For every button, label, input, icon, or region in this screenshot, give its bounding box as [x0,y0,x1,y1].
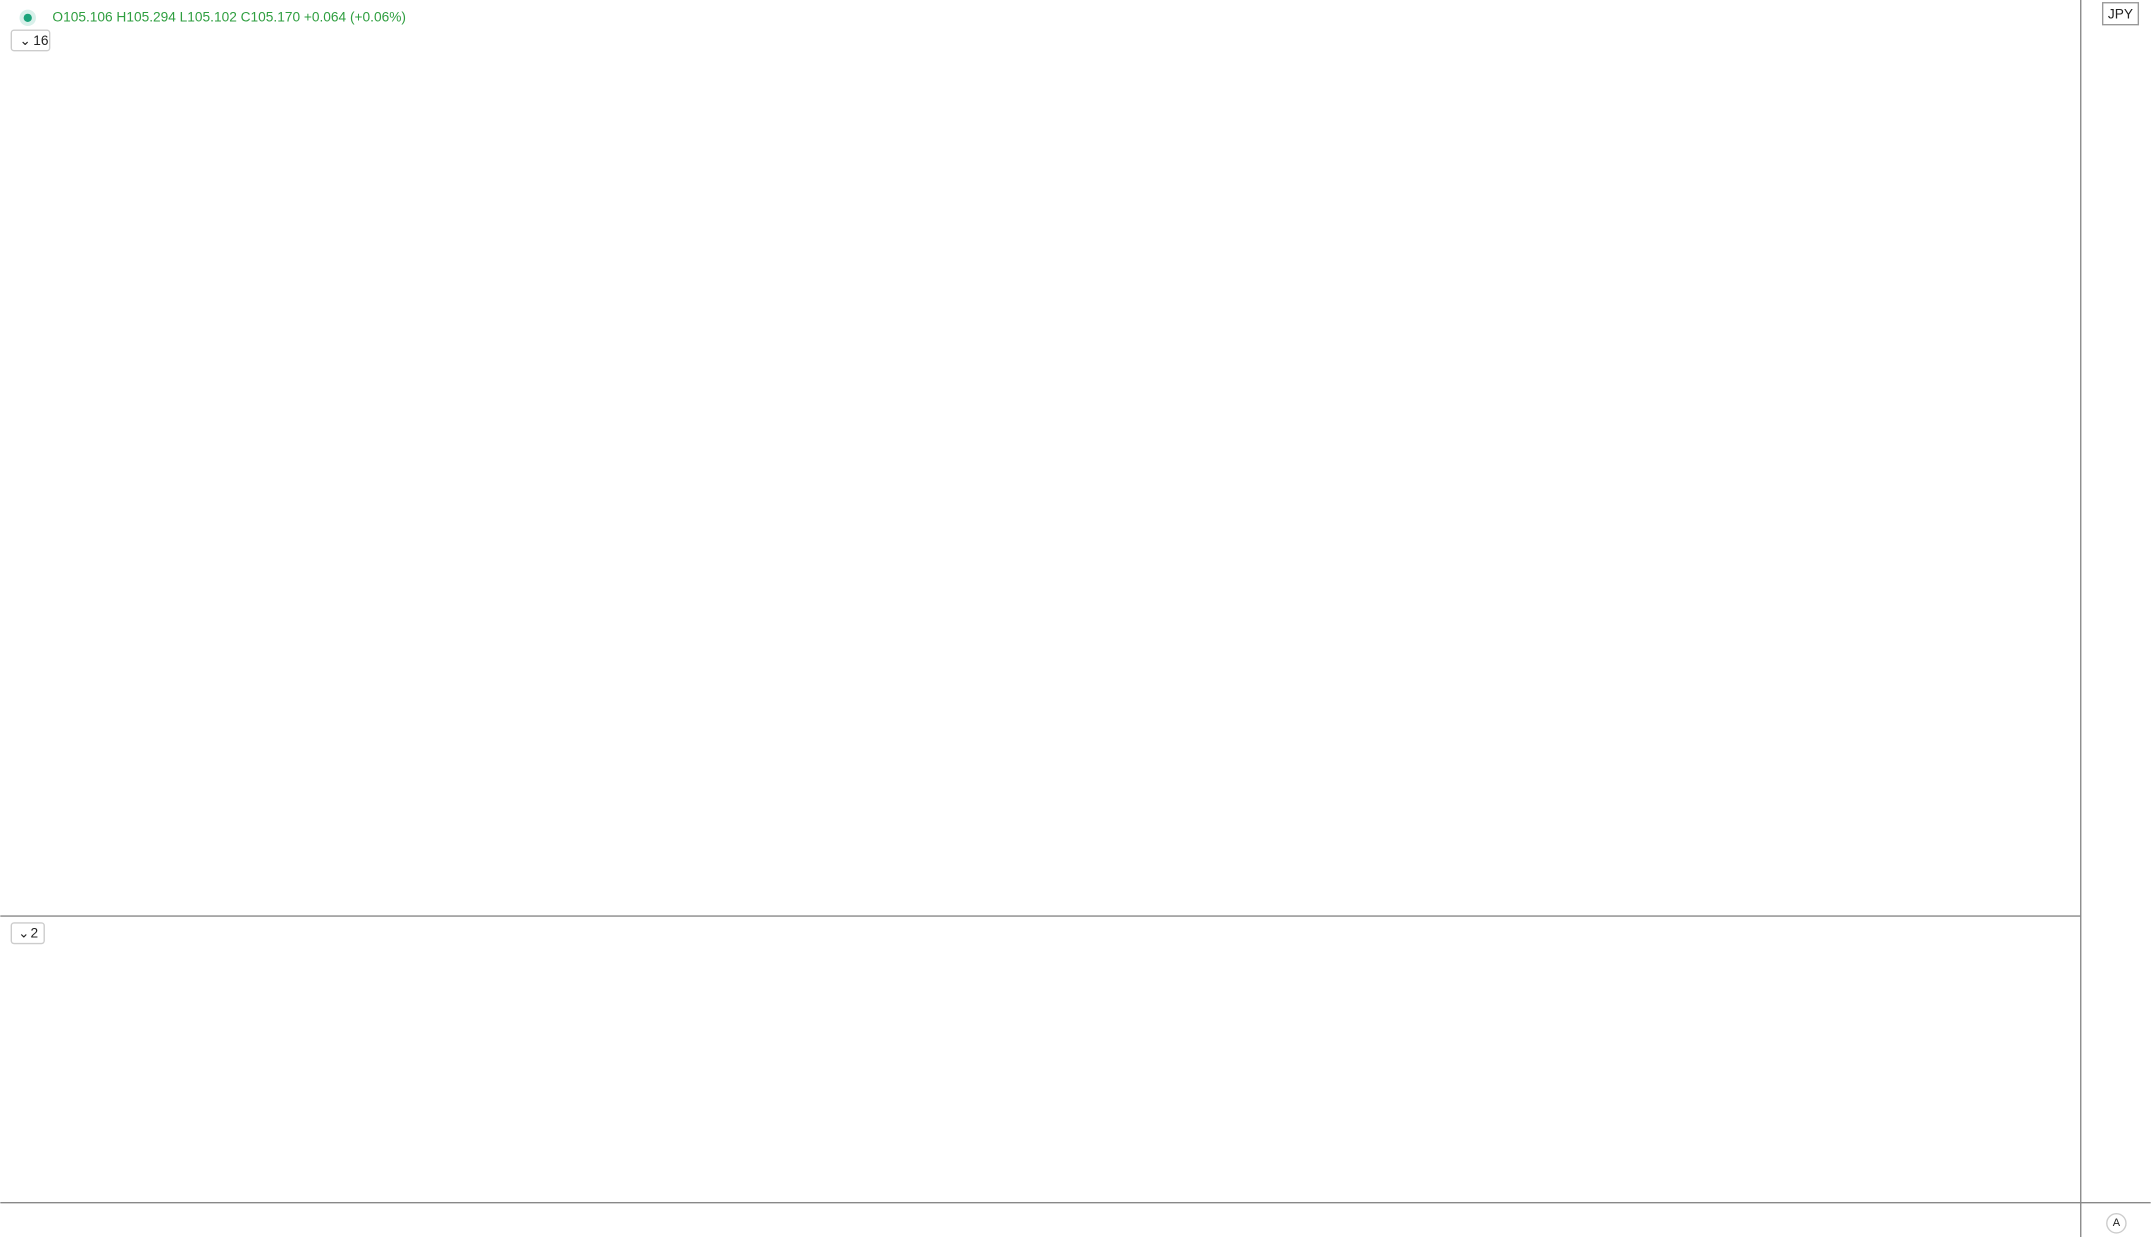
auto-scale-button[interactable] [2106,1213,2127,1234]
indicator-toggle[interactable] [10,29,51,52]
chevron: ⌄ [20,33,31,48]
indicator-count: 16 [33,33,49,48]
indicator-count: 2 [30,926,38,941]
chevron: ⌄ [18,926,29,941]
indicator-toggle[interactable] [10,922,45,945]
ohlc-legend: O105.106 H105.294 L105.102 C105.170 +0.0… [52,9,406,24]
currency: JPY [2108,7,2133,22]
currency-box [2101,2,2140,26]
auto-scale-label: A [2113,1217,2121,1229]
status-dot [23,13,32,22]
